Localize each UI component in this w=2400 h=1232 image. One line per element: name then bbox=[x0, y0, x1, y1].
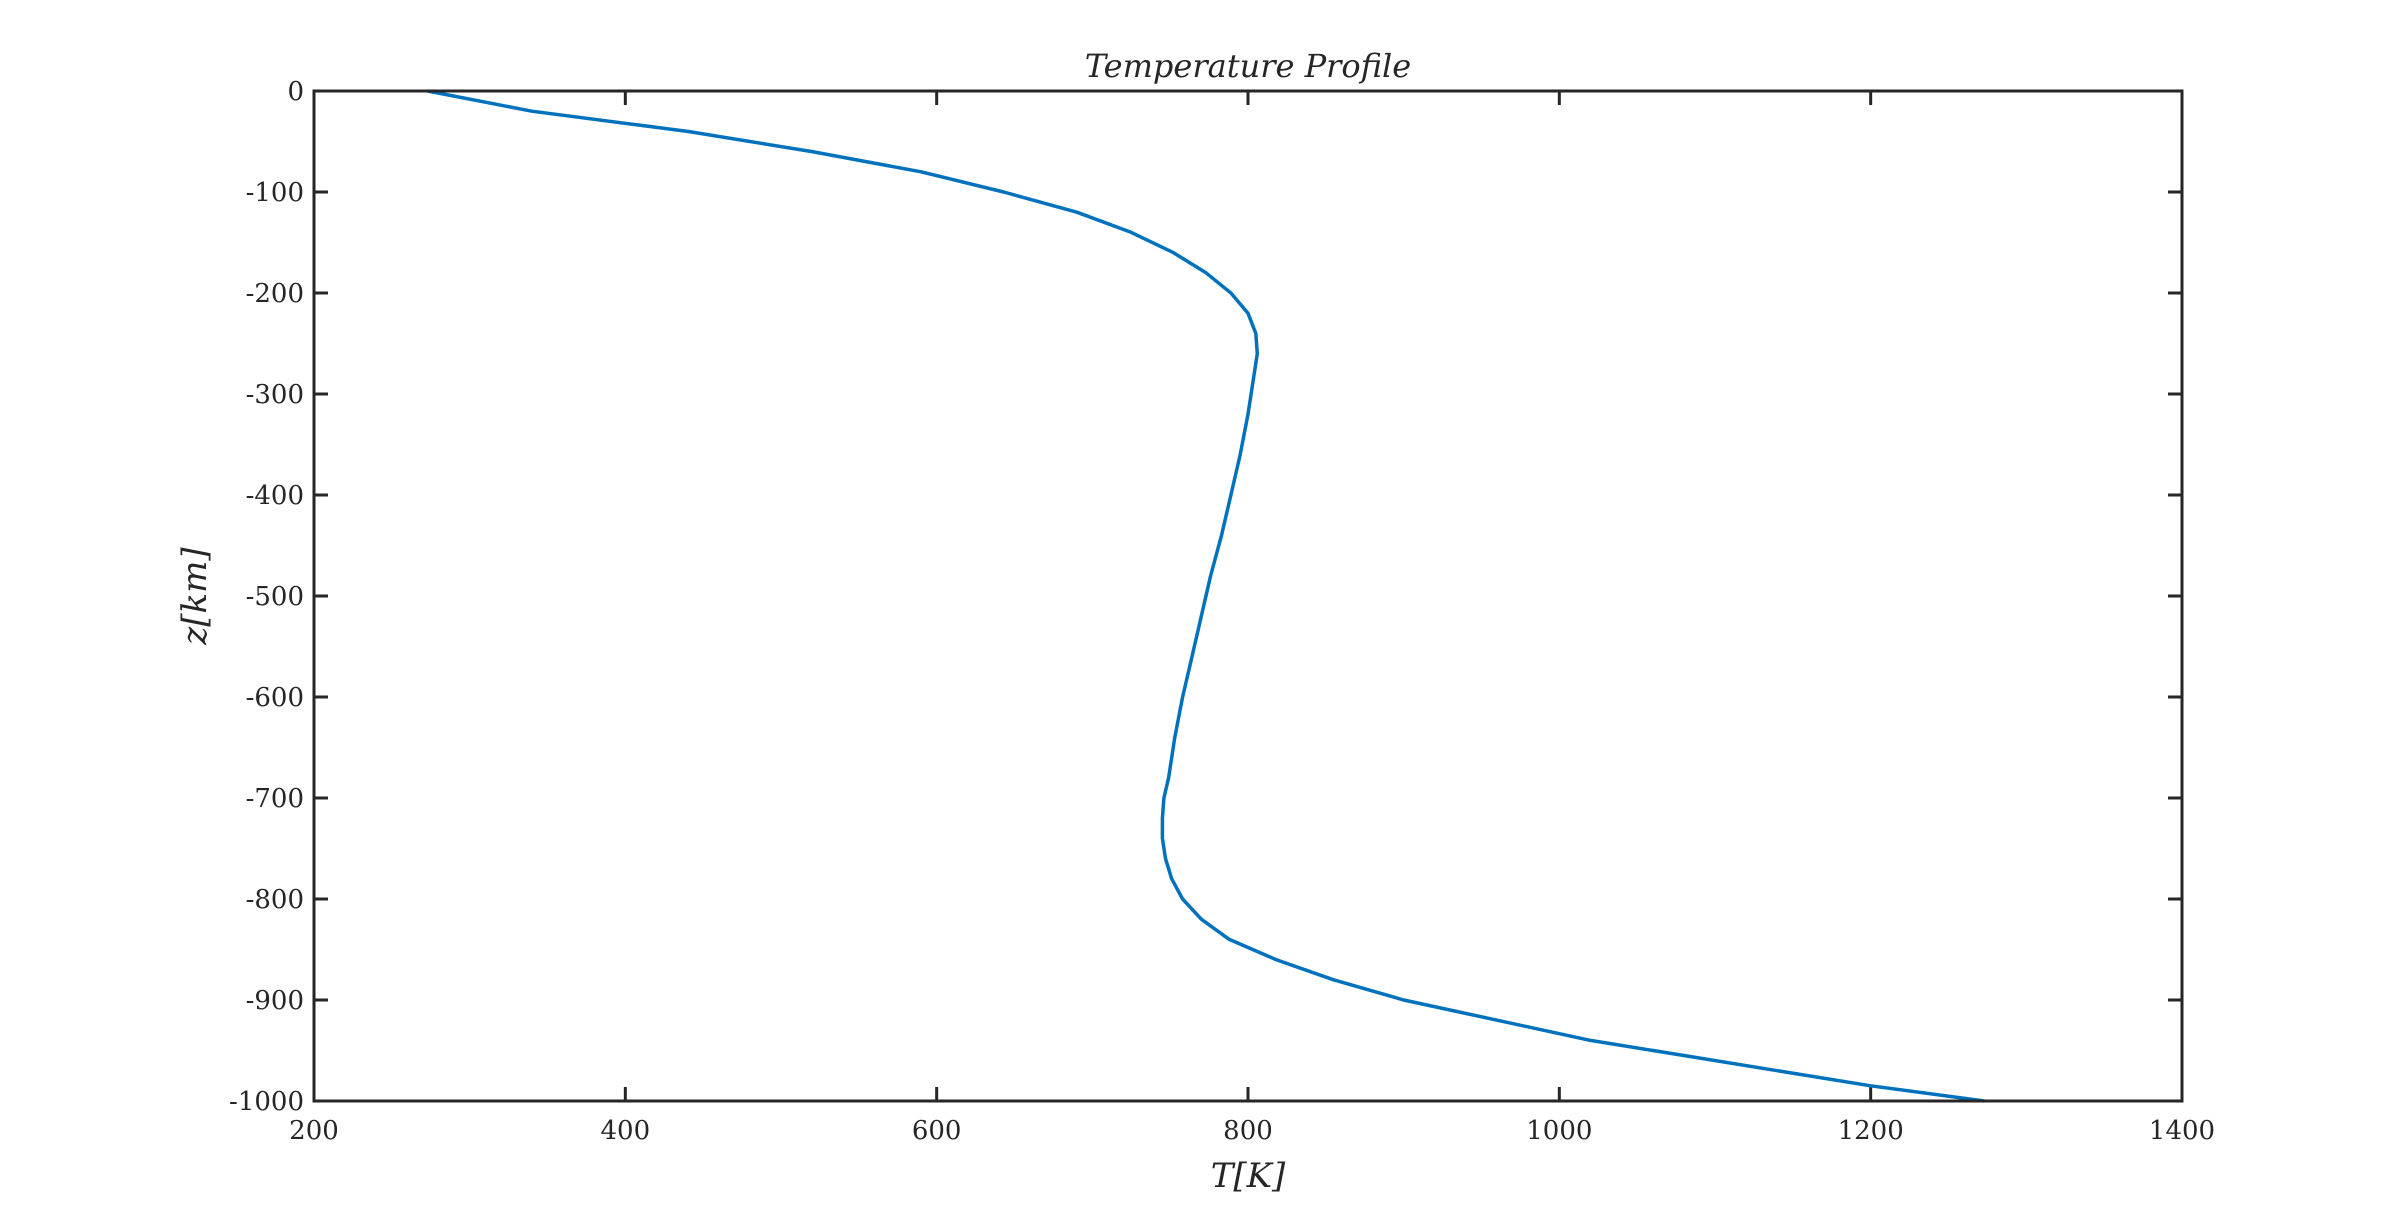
y-tick-label: -1000 bbox=[229, 1087, 304, 1117]
y-tick-label: -700 bbox=[246, 784, 304, 814]
y-tick-label: -800 bbox=[246, 885, 304, 915]
x-axis-ticks: 200 400 600 800 1000 1200 1400 bbox=[289, 91, 2215, 1146]
x-tick-label: 200 bbox=[289, 1116, 339, 1146]
x-axis-label: T[K] bbox=[1211, 1156, 1286, 1196]
y-tick-label: -200 bbox=[246, 279, 304, 309]
x-tick-label: 1200 bbox=[1838, 1116, 1904, 1146]
y-tick-label: -500 bbox=[246, 582, 304, 612]
y-tick-label: -100 bbox=[246, 178, 304, 208]
y-tick-label: -400 bbox=[246, 481, 304, 511]
x-tick-label: 400 bbox=[601, 1116, 651, 1146]
temperature-series-line bbox=[427, 89, 1985, 1103]
x-tick-label: 600 bbox=[912, 1116, 962, 1146]
y-tick-label: 0 bbox=[287, 77, 304, 107]
x-tick-label: 1000 bbox=[1526, 1116, 1592, 1146]
y-tick-label: -600 bbox=[246, 683, 304, 713]
y-axis-ticks: 0 -100 -200 -300 -400 -500 -600 -700 -800 -900 -10… bbox=[229, 77, 2182, 1117]
y-tick-label: -300 bbox=[246, 380, 304, 410]
x-tick-label: 1400 bbox=[2149, 1116, 2215, 1146]
x-tick-label: 800 bbox=[1223, 1116, 1273, 1146]
plot-area-frame bbox=[312, 89, 2184, 1103]
y-axis-label: z[km] bbox=[175, 547, 215, 646]
y-tick-label: -900 bbox=[246, 986, 304, 1016]
chart-title: Temperature Profile bbox=[1085, 47, 1411, 85]
